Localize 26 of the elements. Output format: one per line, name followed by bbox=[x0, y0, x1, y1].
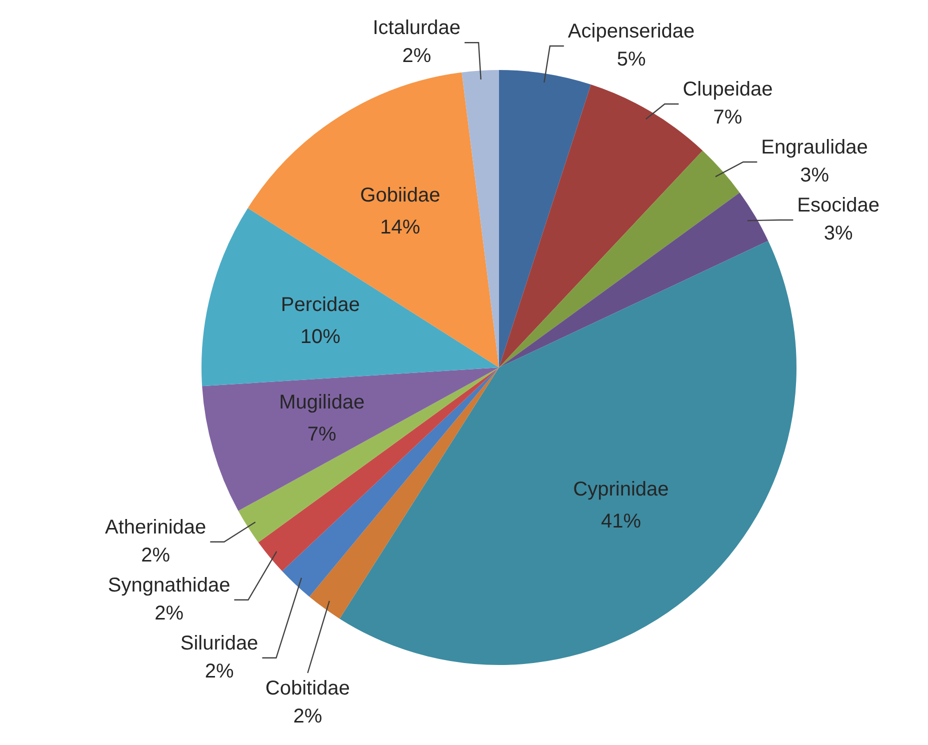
data-label: 2% bbox=[204, 660, 234, 682]
slice-label: Syngnathidae bbox=[108, 574, 230, 596]
slice-label: Ictalurdae bbox=[372, 17, 461, 40]
slice-label: Engraulidae bbox=[761, 136, 868, 159]
data-label: 2% bbox=[293, 706, 322, 728]
data-label: 2% bbox=[141, 544, 170, 566]
slice-label: Mugilidae bbox=[279, 391, 365, 414]
data-label: 3% bbox=[800, 164, 830, 187]
slice-label: Percidae bbox=[280, 294, 360, 316]
data-label: 2% bbox=[154, 602, 184, 624]
data-label: 14% bbox=[380, 216, 420, 238]
slice-label: Acipenseridae bbox=[568, 20, 695, 43]
data-label: 41% bbox=[600, 510, 642, 532]
slice-label: Clupeidae bbox=[682, 78, 773, 101]
slice-label: Cyprinidae bbox=[573, 478, 669, 500]
slice-label: Siluridae bbox=[180, 632, 258, 654]
data-label: 2% bbox=[402, 45, 432, 68]
slice-label: Atherinidae bbox=[104, 516, 206, 538]
data-label: 7% bbox=[307, 423, 337, 446]
slice-label: Cobitidae bbox=[265, 678, 350, 700]
data-label: 3% bbox=[824, 222, 853, 245]
data-label: 7% bbox=[713, 106, 742, 129]
data-label: 10% bbox=[300, 326, 341, 348]
data-label: 5% bbox=[616, 48, 646, 71]
slice-label: Gobiidae bbox=[360, 184, 440, 206]
slice-label: Esocidae bbox=[797, 194, 880, 217]
